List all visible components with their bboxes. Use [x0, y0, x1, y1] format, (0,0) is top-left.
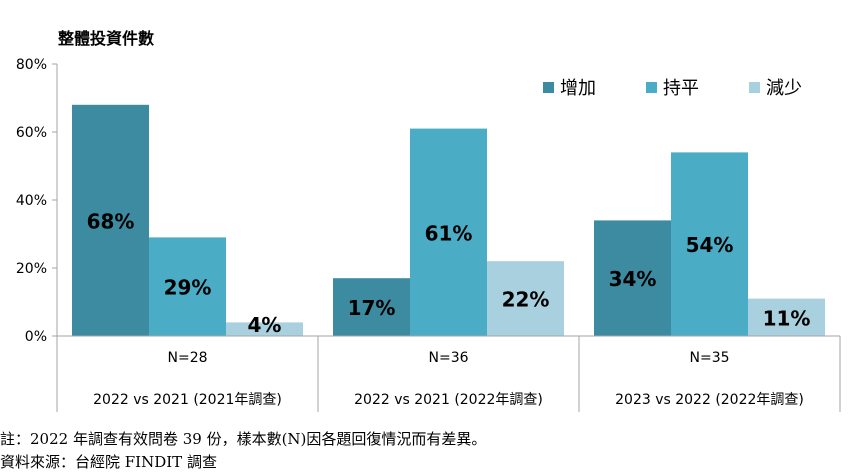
legend-swatch [646, 82, 657, 93]
bar-value-label: 54% [686, 233, 734, 257]
x-category-label: 2023 vs 2022 (2022年調查) [615, 392, 804, 408]
bar [748, 298, 825, 336]
bar-value-label: 22% [502, 288, 550, 312]
bar-value-label: 34% [609, 267, 657, 291]
bar [594, 220, 671, 336]
legend-label: 增加 [560, 78, 596, 99]
bar-value-label: 4% [248, 313, 282, 337]
bar [72, 104, 149, 336]
bar [671, 152, 748, 336]
legend-swatch [749, 82, 760, 93]
y-tick-label: 60% [16, 125, 47, 141]
bar [226, 322, 303, 336]
legend-label: 減少 [766, 78, 802, 99]
y-tick-label: 80% [16, 57, 47, 73]
x-category-label: 2022 vs 2021 (2022年調查) [354, 392, 543, 408]
y-tick-label: 20% [16, 261, 47, 277]
data-source: 資料來源：台經院 FINDIT 調查 [0, 453, 217, 471]
y-tick-label: 0% [25, 329, 47, 345]
bar-value-label: 29% [164, 276, 212, 300]
bar-value-label: 17% [348, 296, 396, 320]
group-n-label: N=35 [689, 350, 729, 366]
bar-value-label: 68% [87, 209, 135, 233]
footnote: 註：2022 年調查有效問卷 39 份，樣本數(N)因各題回復情況而有差異。 [0, 430, 487, 448]
bar [487, 261, 564, 336]
legend-swatch [543, 82, 554, 93]
group-n-label: N=28 [167, 350, 207, 366]
group-n-label: N=36 [428, 350, 468, 366]
bar-chart: 整體投資件數 68% 29% 4% 17% 61% 22% 34% 54% 11% 增加 持平 減少… [16, 29, 841, 412]
x-category-label: 2022 vs 2021 (2021年調查) [93, 392, 282, 408]
bar [410, 128, 487, 336]
bar [333, 278, 410, 336]
y-tick-label: 40% [16, 193, 47, 209]
bar-value-label: 11% [763, 306, 811, 330]
bar [149, 237, 226, 336]
chart-title: 整體投資件數 [57, 29, 154, 48]
legend-label: 持平 [663, 78, 699, 99]
bar-value-label: 61% [425, 221, 473, 245]
